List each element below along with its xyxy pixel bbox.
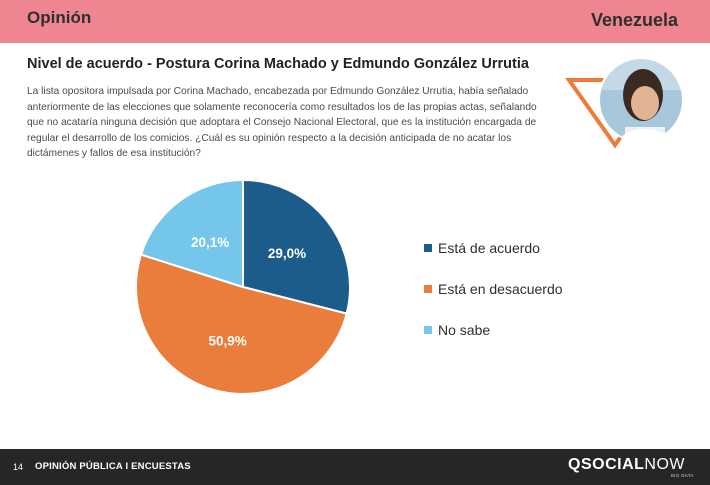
legend-label-disagree: Está en desacuerdo: [438, 281, 563, 297]
country-title: Venezuela: [590, 10, 678, 30]
legend-label-dont-know: No sabe: [438, 322, 491, 338]
brand-tagline: BIG DATA: [671, 473, 694, 478]
legend-item-agree: Está de acuerdo: [424, 240, 563, 260]
question-text: La lista opositora impulsada por Corina …: [27, 86, 537, 159]
section-title: Opinión: [27, 8, 92, 27]
page-number: 14: [13, 462, 24, 472]
legend-item-dont-know: No sabe: [424, 322, 563, 342]
legend-swatch-agree: [424, 244, 432, 253]
pie-label-disagree: 50,9%: [209, 333, 247, 348]
pie-slice-agree: [242, 178, 351, 315]
legend-swatch-disagree: [424, 285, 432, 294]
legend-item-disagree: Está en desacuerdo: [424, 281, 563, 301]
speaker-photo-graphic: [565, 57, 684, 149]
chart-legend: Está de acuerdo Está en desacuerdo No sa…: [424, 240, 563, 363]
pie-label-agree: 29,0%: [268, 246, 306, 261]
brand-logo: QSOCIALNOW: [568, 456, 685, 474]
pie-slice-disagree: [135, 253, 348, 395]
slide-title: Nivel de acuerdo - Postura Corina Machad…: [27, 56, 529, 72]
legend-swatch-dont-know: [424, 326, 432, 335]
brand-name-bold: QSOCIAL: [568, 456, 645, 473]
legend-label-agree: Está de acuerdo: [438, 240, 540, 256]
brand-name-light: NOW: [644, 456, 685, 473]
pie-chart: 29,0% 50,9% 20,1%: [135, 178, 351, 395]
pie-slice-dont-know: [139, 178, 244, 289]
footer-label: OPINIÓN PÚBLICA I ENCUESTAS: [35, 461, 191, 472]
speaker-photo: [565, 55, 695, 155]
header-bar: Opinión Venezuela: [0, 0, 710, 43]
pie-label-dont-know: 20,1%: [191, 235, 229, 250]
footer-bar: 14 OPINIÓN PÚBLICA I ENCUESTAS QSOCIALNO…: [0, 449, 710, 485]
